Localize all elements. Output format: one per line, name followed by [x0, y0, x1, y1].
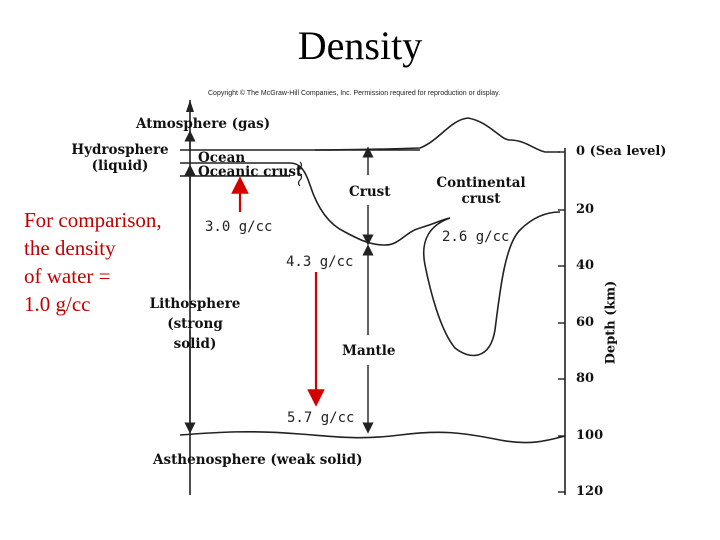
depth-tick-label: 60 [576, 315, 595, 330]
copyright-notice: Copyright © The McGraw-Hill Companies, I… [208, 90, 501, 97]
atmosphere-label: Atmosphere (gas) [136, 116, 271, 132]
continental-crust-label-line: Continental [436, 175, 526, 191]
continental-crust-label: Continental crust [436, 175, 526, 207]
depth-tick-label: 40 [576, 258, 595, 273]
asthenosphere-label: Asthenosphere (weak solid) [153, 452, 363, 468]
asthenosphere-boundary [179, 430, 566, 444]
hydrosphere-label-line: (liquid) [91, 158, 149, 174]
continental-crust-label-line: crust [461, 191, 501, 207]
depth-tick-label: 20 [576, 202, 595, 217]
hydrosphere-label: Hydrosphere (liquid) [70, 142, 170, 174]
depth-tick-label: 80 [576, 371, 595, 386]
density-upper-mantle: 4.3 g/cc [286, 254, 354, 270]
continental-surface [314, 117, 560, 153]
depth-tick-label: 120 [576, 484, 604, 499]
density-deeper-mantle: 5.7 g/cc [287, 410, 355, 426]
depth-tick-label: 0 (Sea level) [576, 144, 667, 159]
lithosphere-label-line: (strong [167, 316, 223, 332]
oceanic-crust-label: Oceanic crust [198, 164, 303, 180]
crust-squiggle [297, 161, 303, 187]
water-density-note-line: the density [24, 236, 116, 260]
depth-ticks [558, 151, 565, 493]
lithosphere-label: Lithosphere (strong solid) [148, 294, 242, 354]
density-oceanic: 3.0 g/cc [205, 219, 273, 235]
mantle-label: Mantle [342, 343, 396, 359]
water-density-note: For comparison, the density of water = 1… [24, 206, 162, 318]
water-density-note-line: For comparison, [24, 208, 162, 232]
hydrosphere-label-line: Hydrosphere [71, 142, 169, 158]
depth-tick-label: 100 [576, 428, 604, 443]
water-density-note-line: of water = [24, 264, 111, 288]
depth-axis-title: Depth (km) [603, 280, 619, 365]
water-density-note-line: 1.0 g/cc [24, 292, 91, 316]
crust-label: Crust [349, 184, 391, 200]
continental-root [423, 211, 561, 357]
page-title: Density [297, 23, 423, 68]
atmosphere-arrow [186, 100, 194, 112]
ocean-label: Ocean [198, 150, 246, 166]
density-continental: 2.6 g/cc [442, 229, 510, 245]
lithosphere-label-line: Lithosphere [149, 296, 241, 312]
lithosphere-label-line: solid) [173, 336, 217, 352]
